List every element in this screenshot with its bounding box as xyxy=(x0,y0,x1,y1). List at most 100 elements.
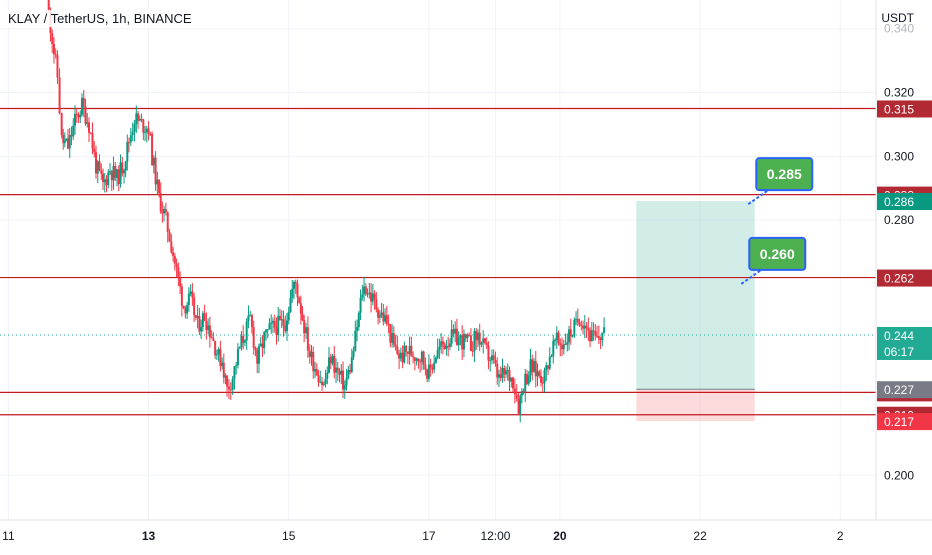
candle-body xyxy=(413,357,416,361)
candle-body xyxy=(194,315,197,318)
candle-body xyxy=(583,325,586,329)
candle-body xyxy=(476,332,479,341)
candle-body xyxy=(91,133,94,149)
candle-body xyxy=(338,371,341,375)
profit-zone xyxy=(636,200,755,390)
candle-body xyxy=(193,297,196,316)
candle-body xyxy=(424,364,427,370)
level-price-tag-bg xyxy=(877,269,932,287)
candle-body xyxy=(102,173,105,183)
candle-body xyxy=(63,140,66,144)
candle-body xyxy=(301,313,304,320)
candle-body xyxy=(164,209,167,213)
candle-body xyxy=(499,374,502,379)
candle-body xyxy=(250,315,253,328)
candle-body xyxy=(227,386,230,390)
candle-body xyxy=(331,355,334,364)
candle-body xyxy=(121,162,124,174)
candle-body xyxy=(475,331,478,341)
candle-body xyxy=(343,385,346,390)
candle-body xyxy=(473,331,476,352)
candle-body xyxy=(66,138,69,149)
candle-body xyxy=(534,361,537,377)
price-tick-label: 0.340 xyxy=(884,22,914,36)
candle-body xyxy=(259,343,262,347)
callout-box xyxy=(755,157,814,192)
candle-body xyxy=(522,390,525,392)
candle-body xyxy=(186,305,189,314)
long-position-tool[interactable] xyxy=(636,200,755,422)
candle-body xyxy=(219,349,222,366)
candle-body xyxy=(420,351,423,362)
candle-body xyxy=(119,162,122,185)
candle-body xyxy=(137,113,140,121)
time-tick-label: 12:00 xyxy=(480,529,510,543)
time-tick-label: 20 xyxy=(553,529,567,543)
candle-body xyxy=(75,113,78,115)
candle-body xyxy=(187,293,190,306)
candle-body xyxy=(114,165,117,178)
candle-body xyxy=(222,362,225,378)
candle-body xyxy=(440,341,443,347)
candle-body xyxy=(103,179,106,183)
candle-body xyxy=(245,321,248,341)
candle-body xyxy=(285,320,288,332)
candle-body xyxy=(350,357,353,373)
candle-body xyxy=(396,346,399,354)
candle-body xyxy=(497,374,500,378)
price-tag-bg xyxy=(877,381,932,399)
candle-body xyxy=(240,335,243,348)
candle-body xyxy=(203,313,206,322)
candle-body xyxy=(562,344,565,350)
candle-body xyxy=(254,347,257,350)
candle-body xyxy=(107,172,110,186)
candle-body xyxy=(123,170,126,174)
candle-body xyxy=(235,365,238,367)
candle-body xyxy=(555,332,558,340)
candle-body xyxy=(335,367,338,373)
candle-body xyxy=(77,114,80,118)
price-tag-bg xyxy=(877,413,932,431)
candle-body xyxy=(329,357,332,364)
candle-body xyxy=(180,286,183,306)
candle-body xyxy=(359,297,362,313)
countdown-tag-bg xyxy=(877,342,932,360)
candle-body xyxy=(391,333,394,343)
candle-body xyxy=(170,241,173,253)
candle-body xyxy=(392,333,395,345)
candle-body xyxy=(51,33,54,45)
candle-body xyxy=(256,349,259,364)
candle-body xyxy=(571,335,574,337)
price-callouts[interactable]: 0.285 0.260 xyxy=(740,157,814,285)
candle-body xyxy=(592,330,595,332)
candle-body xyxy=(84,106,87,124)
candle-body xyxy=(561,345,564,350)
candle-body xyxy=(589,330,592,342)
candle-body xyxy=(284,325,287,332)
candle-body xyxy=(408,345,411,354)
candle-body xyxy=(533,361,536,372)
candle-body xyxy=(569,329,572,337)
candle-body xyxy=(545,365,548,371)
candle-body xyxy=(261,343,264,348)
support-resistance-lines[interactable] xyxy=(0,107,876,416)
candle-body xyxy=(515,394,518,399)
candle-body xyxy=(412,356,415,358)
candle-body xyxy=(88,122,91,133)
candle-body xyxy=(373,293,376,299)
time-tick-label: 13 xyxy=(142,529,156,543)
candle-body xyxy=(566,342,569,345)
candle-body xyxy=(86,122,89,124)
candle-body xyxy=(480,342,483,345)
candle-body xyxy=(597,335,600,339)
candle-body xyxy=(503,367,506,375)
candle-body xyxy=(387,323,390,325)
candle-body xyxy=(368,292,371,294)
candle-body xyxy=(385,315,388,324)
price-axis[interactable]: USDT0.3400.3200.3000.2800.2000.3150.2880… xyxy=(875,0,932,550)
time-axis[interactable]: 11 13 15 17 12:00 20 22 2 xyxy=(0,519,932,550)
candle-body xyxy=(72,125,75,137)
candle-body xyxy=(454,328,457,334)
